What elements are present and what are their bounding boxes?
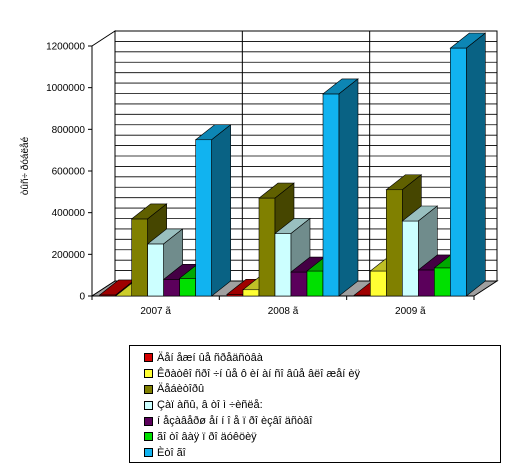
legend-item: í åçàâåðø åí í î å ï ðî èçâî äñòâî [144, 413, 500, 429]
x-tick-label: 2007 ã [140, 306, 171, 317]
legend-label: Êðàòêî ñðî ÷í ûå ô èí àí ñî âûå âëî æåí … [157, 367, 360, 380]
legend-swatch [144, 353, 153, 363]
x-tick-label: 2009 ã [395, 306, 426, 317]
legend-label: Äåáèòîðû [157, 383, 205, 396]
legend-swatch [144, 384, 153, 394]
bar [322, 78, 359, 297]
legend-label: Çàï àñû, â òî ì ÷èñëå: [157, 399, 263, 412]
legend-swatch [144, 448, 153, 458]
bars [98, 32, 487, 297]
legend-swatch [144, 369, 153, 379]
legend-label: Äåí åæí ûå ñðåäñòâà [157, 351, 263, 364]
legend-item: Èòî ãî [144, 445, 500, 461]
y-tick-label: 0 [79, 292, 85, 303]
legend-item: Êðàòêî ñðî ÷í ûå ô èí àí ñî âûå âëî æåí … [144, 366, 500, 382]
side-wall [91, 30, 116, 297]
legend: Äåí åæí ûå ñðåäñòâà Êðàòêî ñðî ÷í ûå ô èí… [129, 345, 501, 463]
axis-labels: 0 200000 400000 600000 800000 1000000 1200000 2… [46, 42, 426, 318]
legend-swatch [144, 416, 153, 426]
y-tick-label: 800000 [52, 125, 86, 136]
y-axis-title: òûñ÷ ðóáëåé [19, 136, 31, 195]
y-tick-label: 400000 [52, 208, 86, 219]
y-tick-label: 600000 [52, 167, 86, 178]
y-tick-label: 1000000 [46, 83, 85, 94]
legend-label: í åçàâåðø åí í î å ï ðî èçâî äñòâî [157, 415, 313, 428]
bar [194, 124, 232, 297]
legend-item: Çàï àñû, â òî ì ÷èñëå: [144, 397, 500, 413]
legend-item: Äåáèòîðû [144, 382, 500, 398]
legend-swatch [144, 432, 153, 442]
legend-swatch [144, 400, 153, 410]
x-tick-label: 2008 ã [268, 306, 299, 317]
legend-item: Äåí åæí ûå ñðåäñòâà [144, 350, 500, 366]
legend-label: ãî òî âàÿ ï ðî äóêöèÿ [157, 430, 257, 443]
legend-item: ãî òî âàÿ ï ðî äóêöèÿ [144, 429, 500, 445]
y-tick-label: 200000 [52, 250, 86, 261]
bar [449, 32, 487, 297]
y-tick-label: 1200000 [46, 42, 85, 53]
legend-label: Èòî ãî [157, 446, 186, 459]
